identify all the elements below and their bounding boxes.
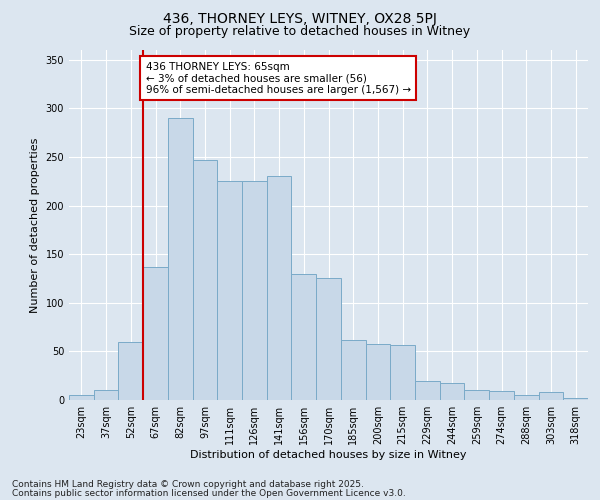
Bar bbox=[143, 267, 168, 400]
Bar bbox=[242, 181, 267, 400]
Bar bbox=[365, 344, 390, 400]
Bar bbox=[118, 342, 143, 400]
Text: 436 THORNEY LEYS: 65sqm
← 3% of detached houses are smaller (56)
96% of semi-det: 436 THORNEY LEYS: 65sqm ← 3% of detached… bbox=[146, 62, 411, 95]
Text: Size of property relative to detached houses in Witney: Size of property relative to detached ho… bbox=[130, 25, 470, 38]
Bar bbox=[316, 278, 341, 400]
Bar bbox=[415, 380, 440, 400]
Bar bbox=[341, 340, 365, 400]
Bar bbox=[563, 398, 588, 400]
Bar bbox=[94, 390, 118, 400]
Bar bbox=[193, 160, 217, 400]
Bar bbox=[168, 118, 193, 400]
Bar bbox=[464, 390, 489, 400]
Bar bbox=[69, 395, 94, 400]
Bar bbox=[292, 274, 316, 400]
Bar bbox=[440, 384, 464, 400]
Bar bbox=[390, 344, 415, 400]
X-axis label: Distribution of detached houses by size in Witney: Distribution of detached houses by size … bbox=[190, 450, 467, 460]
Bar bbox=[539, 392, 563, 400]
Bar bbox=[267, 176, 292, 400]
Bar bbox=[514, 395, 539, 400]
Bar bbox=[489, 391, 514, 400]
Y-axis label: Number of detached properties: Number of detached properties bbox=[30, 138, 40, 312]
Text: Contains public sector information licensed under the Open Government Licence v3: Contains public sector information licen… bbox=[12, 488, 406, 498]
Text: Contains HM Land Registry data © Crown copyright and database right 2025.: Contains HM Land Registry data © Crown c… bbox=[12, 480, 364, 489]
Bar bbox=[217, 181, 242, 400]
Text: 436, THORNEY LEYS, WITNEY, OX28 5PJ: 436, THORNEY LEYS, WITNEY, OX28 5PJ bbox=[163, 12, 437, 26]
